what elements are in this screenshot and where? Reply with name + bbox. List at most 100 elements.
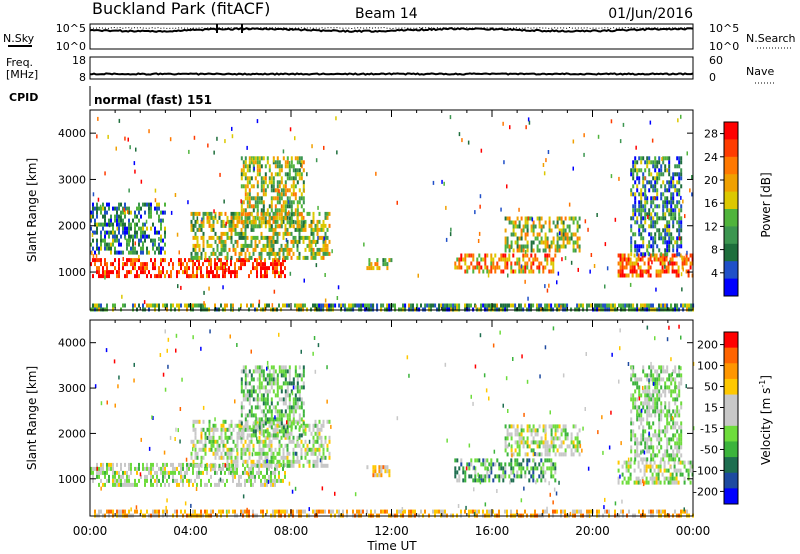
echo-cell — [136, 270, 138, 275]
echo-cell — [652, 184, 655, 189]
echo-cell — [232, 466, 234, 471]
echo-cell — [300, 235, 303, 240]
echo-cell — [520, 244, 523, 249]
echo-cell — [474, 470, 477, 475]
echo-cell — [554, 424, 557, 429]
echo-cell — [673, 261, 676, 266]
echo-cell — [160, 262, 162, 267]
echo-cell — [272, 156, 275, 161]
echo-cell — [102, 202, 104, 207]
echo-cell — [516, 444, 519, 449]
echo-cell — [256, 365, 259, 370]
echo-cell — [644, 216, 647, 221]
echo-cell — [156, 474, 158, 479]
echo-cell — [318, 509, 320, 514]
echo-cell — [274, 470, 276, 475]
echo-cell — [138, 210, 140, 215]
echo-cell — [653, 460, 656, 465]
echo-cell — [478, 231, 481, 236]
echo-cell — [306, 243, 309, 248]
noise-tick-top: 10^5 — [56, 22, 86, 35]
echo-cell — [250, 227, 253, 232]
echo-cell — [278, 451, 281, 456]
echo-cell — [663, 468, 666, 473]
echo-cell — [274, 224, 277, 229]
echo-cell — [156, 462, 158, 467]
echo-cell — [274, 227, 277, 232]
echo-cell — [502, 269, 505, 274]
echo-cell — [90, 218, 92, 223]
echo-cell — [258, 389, 261, 394]
echo-cell — [128, 188, 130, 193]
echo-cell — [284, 397, 287, 402]
echo-cell — [186, 262, 188, 267]
echo-cell — [649, 253, 652, 258]
echo-cell — [636, 208, 639, 213]
echo-cell — [566, 436, 569, 441]
echo-cell — [648, 224, 651, 229]
echo-cell — [214, 239, 217, 244]
echo-cell — [526, 265, 529, 270]
echo-cell — [230, 239, 233, 244]
echo-cell — [132, 266, 134, 271]
echo-cell — [548, 244, 551, 249]
echo-cell — [96, 266, 98, 271]
echo-cell — [288, 172, 291, 177]
echo-cell — [106, 246, 108, 251]
echo-cell — [246, 184, 249, 189]
echo-cell — [386, 262, 389, 267]
echo-cell — [256, 463, 259, 468]
echo-cell — [500, 462, 503, 467]
echo-cell — [176, 509, 178, 514]
echo-cell — [258, 365, 261, 370]
echo-cell — [280, 168, 283, 173]
echo-cell — [246, 303, 248, 308]
echo-cell — [246, 176, 249, 181]
echo-cell — [666, 240, 669, 245]
echo-cell — [634, 377, 637, 382]
echo-cell — [526, 458, 529, 463]
echo-cell — [288, 365, 291, 370]
echo-cell — [667, 476, 670, 481]
echo-cell — [315, 158, 318, 163]
echo-cell — [558, 444, 561, 449]
echo-cell — [671, 257, 674, 262]
echo-cell — [178, 270, 180, 275]
echo-cell — [502, 303, 505, 308]
echo-cell — [270, 247, 273, 252]
echo-cell — [464, 478, 467, 483]
echo-cell — [552, 436, 555, 441]
echo-cell — [223, 265, 225, 270]
echo-cell — [230, 274, 232, 279]
echo-cell — [187, 200, 189, 205]
echo-cell — [224, 443, 227, 448]
echo-cell — [282, 365, 285, 370]
echo-cell — [294, 365, 297, 370]
echo-cell — [290, 216, 293, 221]
echo-cell — [130, 210, 132, 215]
echo-cell — [278, 200, 281, 205]
echo-cell — [298, 427, 301, 432]
echo-cell — [238, 431, 241, 436]
echo-cell — [372, 469, 375, 474]
echo-cell — [617, 480, 620, 485]
echo-cell — [210, 474, 212, 479]
echo-cell — [673, 464, 676, 469]
echo-cell — [294, 443, 297, 448]
echo-cell — [298, 303, 300, 308]
echo-cell — [648, 172, 651, 177]
echo-cell — [550, 424, 553, 429]
echo-cell — [686, 509, 688, 514]
echo-cell — [547, 150, 550, 154]
echo-cell — [164, 466, 166, 471]
echo-cell — [242, 231, 245, 236]
echo-cell — [632, 373, 635, 378]
echo-cell — [466, 462, 469, 467]
echo-cell — [280, 192, 283, 197]
echo-cell — [128, 226, 130, 231]
echo-cell — [671, 476, 674, 481]
echo-cell — [108, 274, 110, 279]
echo-cell — [292, 251, 295, 256]
echo-cell — [246, 247, 249, 252]
